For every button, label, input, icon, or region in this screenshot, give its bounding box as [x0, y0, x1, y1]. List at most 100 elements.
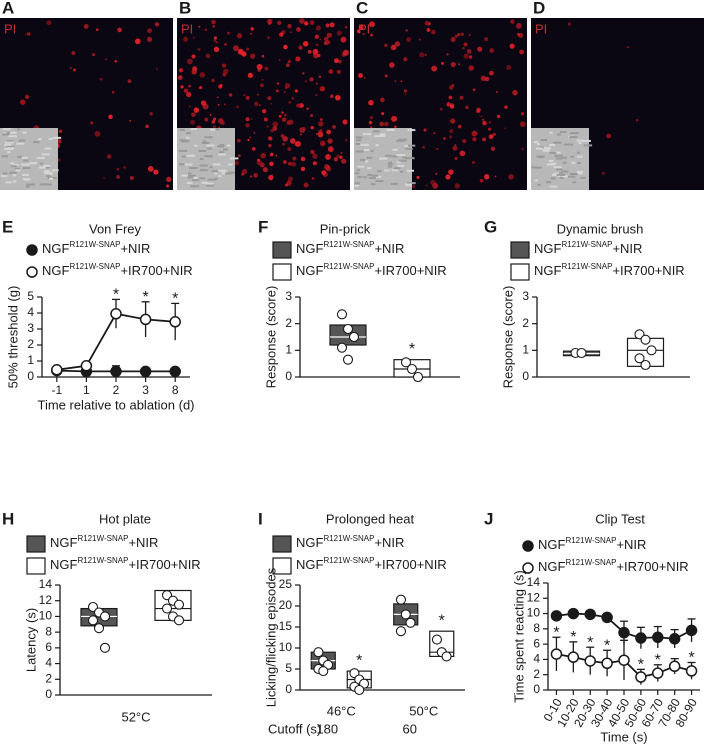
inset-texture: [374, 135, 381, 138]
y-tick-label: 2: [533, 667, 540, 681]
inset-texture: [190, 185, 200, 188]
stain-label: PI: [535, 21, 547, 36]
cell-spot: [422, 145, 426, 149]
inset-texture: [218, 175, 222, 178]
x-tick-label: 8: [172, 383, 179, 397]
cell-spot: [247, 138, 250, 142]
inset-texture: [540, 139, 548, 142]
cell-spot: [521, 148, 524, 151]
cell-spot: [394, 125, 397, 129]
legend-suffix: +IR700+NIR: [616, 559, 688, 574]
cell-spot: [145, 124, 149, 129]
cell-spot: [468, 55, 473, 59]
cell-spot: [336, 69, 341, 74]
y-tick-label: 14: [527, 575, 541, 589]
inset-texture: [21, 156, 28, 159]
cell-spot: [268, 21, 272, 25]
cell-spot: [270, 103, 272, 105]
cell-spot: [71, 51, 76, 55]
cell-spot: [114, 60, 117, 63]
inset-texture: [23, 159, 29, 162]
cell-spot: [192, 36, 195, 39]
cell-spot: [95, 28, 99, 31]
cell-spot: [510, 19, 515, 24]
cell-spot: [247, 72, 254, 78]
significance: *: [604, 637, 610, 654]
x-tick-label: 50°C: [409, 703, 438, 718]
cell-spot: [123, 166, 126, 169]
cell-spot: [520, 112, 525, 116]
inset-texture: [543, 147, 551, 150]
inset-texture: [392, 148, 398, 151]
cell-spot: [452, 145, 458, 151]
cell-spot: [341, 158, 346, 164]
inset-texture: [4, 141, 14, 144]
inset-texture: [398, 138, 408, 141]
inset-texture: [570, 132, 579, 135]
inset-texture: [0, 175, 8, 178]
legend-superscript: R121W-SNAP: [77, 534, 128, 543]
legend-marker: [522, 540, 534, 552]
inset-texture: [39, 183, 48, 186]
inset-texture: [379, 133, 386, 136]
data-point: [618, 626, 630, 639]
cell-spot: [484, 174, 490, 180]
data-point: [161, 603, 173, 614]
data-point: [652, 631, 664, 644]
significance: *: [356, 652, 362, 669]
cell-spot: [180, 85, 184, 89]
legend-suffix: +NIR: [120, 241, 150, 256]
inset-texture: [6, 147, 15, 150]
cell-spot: [326, 129, 331, 135]
inset-texture: [16, 142, 25, 145]
brightfield-inset: [0, 128, 58, 190]
data-point: [169, 365, 181, 378]
y-tick-label: 0: [285, 682, 292, 696]
data-point: [685, 665, 698, 677]
legend-marker: [26, 244, 38, 256]
cell-spot: [309, 113, 314, 118]
cell-spot: [300, 166, 306, 172]
chart-title: Dynamic brush: [557, 221, 644, 236]
inset-texture: [2, 172, 8, 175]
cell-spot: [275, 89, 279, 93]
legend-swatch: [26, 557, 46, 575]
data-point: [400, 609, 411, 620]
cell-spot: [345, 139, 348, 142]
cell-spot: [468, 65, 474, 71]
inset-texture: [546, 163, 555, 166]
y-tick-label: 1: [285, 343, 292, 357]
cell-spot: [267, 36, 270, 39]
cell-spot: [309, 20, 315, 25]
cell-spot: [425, 184, 428, 187]
cell-spot: [284, 86, 287, 90]
y-tick-label: 12: [527, 590, 541, 604]
inset-texture: [219, 144, 225, 147]
legend-suffix: +NIR: [374, 535, 404, 550]
cell-spot: [390, 44, 397, 51]
cell-spot: [450, 62, 456, 68]
inset-texture: [363, 148, 369, 151]
cell-spot: [193, 107, 200, 113]
significance: *: [172, 291, 178, 308]
cell-spot: [606, 133, 612, 139]
data-point: [173, 599, 185, 610]
cell-spot: [278, 114, 282, 118]
cell-spot: [288, 161, 292, 166]
legend-name: NGF: [50, 557, 78, 572]
inset-texture: [199, 177, 206, 180]
inset-texture: [46, 183, 52, 186]
inset-texture: [536, 147, 543, 150]
cell-spot: [253, 173, 258, 178]
inset-texture: [375, 180, 384, 183]
cell-spot: [291, 96, 295, 100]
inset-texture: [355, 150, 364, 153]
y-tick-label: 10: [527, 606, 541, 620]
cell-spot: [449, 135, 452, 137]
cell-spot: [315, 132, 318, 135]
inset-texture: [576, 151, 581, 154]
inset-texture: [564, 143, 573, 146]
cell-spot: [234, 160, 240, 166]
cell-spot: [183, 88, 189, 93]
inset-texture: [14, 167, 21, 170]
